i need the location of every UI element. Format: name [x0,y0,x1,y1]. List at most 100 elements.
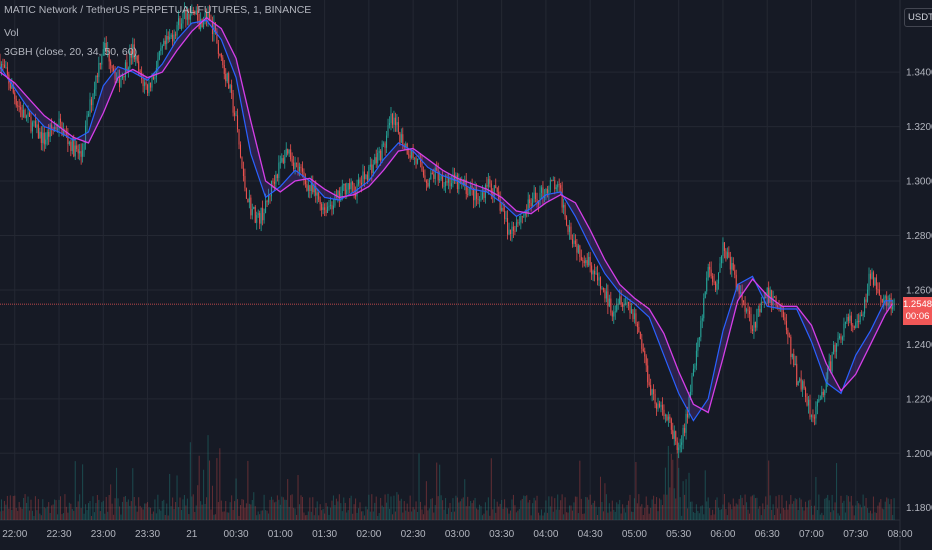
volume-bar [800,499,802,520]
candle-body [688,397,690,418]
candle-body [474,188,476,201]
volume-bar [96,494,98,520]
candle-body [139,70,141,73]
candle-body [201,19,203,28]
candle-body [871,272,873,279]
volume-bar [865,497,867,520]
volume-bar [228,512,230,520]
candle-body [116,77,118,80]
candle-body [538,201,540,205]
candle-body [647,365,649,383]
volume-bar [204,503,206,520]
currency-button[interactable]: USDT [904,8,932,27]
candle-body [425,180,427,183]
candle-body [812,414,814,418]
volume-bar [484,502,486,520]
candle-body [405,143,407,148]
volume-bar [149,507,152,520]
candle-body [813,417,815,419]
volume-bar [734,506,736,520]
volume-bar [611,500,613,520]
volume-bar [203,469,205,520]
candle-body [625,303,627,305]
candle-body [529,199,531,204]
volume-bar [120,514,122,520]
candle-body [43,132,45,145]
volume-bar [527,502,529,520]
vol-legend[interactable]: Vol [4,27,19,39]
candle-body [301,168,303,172]
candle-body [766,287,768,298]
candle-body [859,314,861,323]
volume-bar [605,494,607,520]
candle-body [822,391,824,396]
volume-bar [417,511,419,520]
candle-body [591,265,593,275]
candle-body [530,203,532,207]
volume-bar [473,500,475,520]
volume-bar [307,511,309,520]
volume-bar [446,514,448,520]
candle-body [220,54,222,58]
candle-body [448,178,450,183]
volume-bar [369,511,371,520]
candle-body [54,127,56,130]
volume-bar [363,515,365,520]
candle-body [554,180,556,190]
volume-bar [183,495,185,520]
candle-body [42,132,44,143]
candle-body [608,298,610,307]
price-axis[interactable]: 1.3400 1.3200 1.3000 1.2800 1.2600 1.2400 1.22… [906,68,932,515]
volume-bar [651,499,653,520]
candle-body [154,77,156,80]
volume-bar [179,497,181,520]
3gbh-legend[interactable]: 3GBH (close, 20, 34, 50, 60) [4,46,138,58]
candle-body [117,75,119,78]
candle-body [3,64,5,68]
volume-bar [21,508,23,520]
volume-bar [387,493,389,520]
candle-body [602,288,604,290]
volume-bar [849,501,851,520]
candle-body [30,116,32,132]
candle-body [718,272,720,284]
time-axis[interactable]: 22:00 22:30 23:00 23:30 21 00:30 01:00 01:30 02:… [2,529,913,540]
volume-bar [105,496,107,520]
candle-body [443,186,445,188]
candle-body [734,270,736,275]
volume-bar [26,502,28,520]
volume-bar [837,513,839,520]
volume-bar [843,500,845,520]
volume-bar [160,510,162,520]
volume-bar [102,500,104,520]
volume-bar [517,510,519,520]
candle-body [239,144,242,158]
candle-body [638,327,640,333]
symbol-title[interactable]: MATIC Network / TetherUS PERPETUAL FUTUR… [4,4,312,16]
volume-bar [117,498,119,520]
candle-body [526,211,528,214]
volume-bar [635,461,637,520]
candle-body [588,256,590,266]
volume-bar [331,500,333,520]
candle-body [664,414,666,416]
current-price-badge: 1.2548 00:06 [903,297,932,325]
volume-bar [0,499,2,520]
candle-body [616,303,618,312]
volume-bar [493,499,495,520]
candle-body [74,145,76,157]
volume-bar [864,505,866,520]
volume-bar [729,504,731,520]
candle-body [765,297,767,298]
bar-countdown: 00:06 [905,311,930,322]
volume-bar [406,503,408,520]
volume-bar [620,513,622,520]
candle-body [673,431,675,439]
volume-bar [878,502,880,520]
candle-body [760,302,762,313]
candle-body [548,189,550,194]
volume-bar [459,501,461,520]
volume-bar [93,512,95,520]
candle-body [650,385,652,395]
